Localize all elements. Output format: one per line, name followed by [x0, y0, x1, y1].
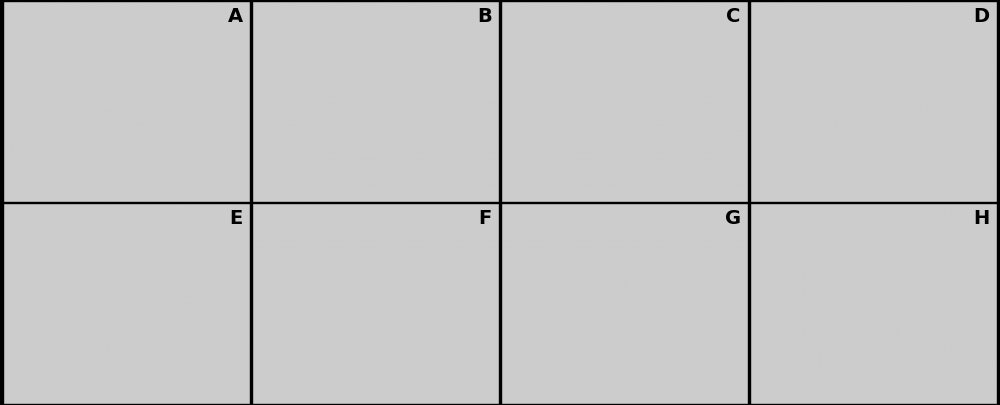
Text: C: C — [726, 7, 741, 26]
Text: G: G — [725, 209, 741, 228]
Text: F: F — [479, 209, 492, 228]
Text: H: H — [973, 209, 990, 228]
Text: E: E — [230, 209, 243, 228]
Text: A: A — [228, 7, 243, 26]
Text: B: B — [477, 7, 492, 26]
Text: D: D — [973, 7, 990, 26]
